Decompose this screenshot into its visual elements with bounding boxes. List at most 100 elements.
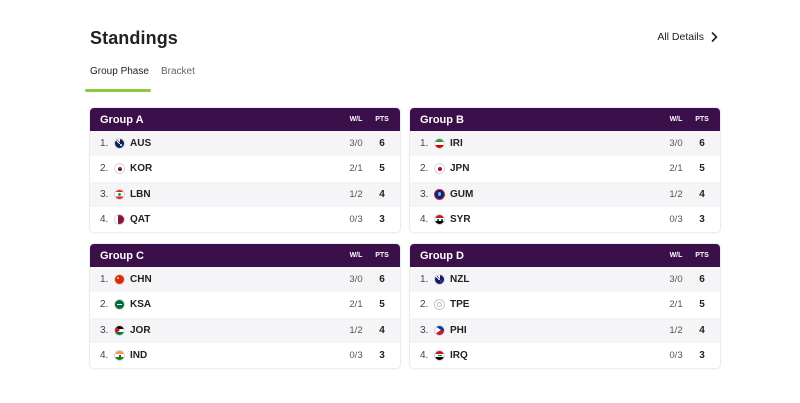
group-header: Group C W/L PTS: [90, 244, 400, 267]
points: 6: [379, 138, 385, 150]
group-name: Group C: [100, 249, 144, 262]
table-row[interactable]: 3. GUM 1/2 4: [410, 181, 720, 207]
team-name: IND: [130, 350, 148, 362]
table-row[interactable]: 3. PHI 1/2 4: [410, 317, 720, 343]
win-loss: 0/3: [669, 214, 683, 226]
wl-column-header: W/L: [669, 252, 683, 259]
points: 4: [379, 324, 385, 336]
pts-column-header: PTS: [695, 252, 709, 259]
points: 4: [379, 188, 385, 200]
table-row[interactable]: 3. JOR 1/2 4: [90, 317, 400, 343]
rank: 3.: [420, 324, 429, 336]
flag-chinese-taipei-icon: [434, 299, 445, 311]
table-row[interactable]: 1. CHN 3/0 6: [90, 267, 400, 293]
flag-iraq-icon: [434, 350, 445, 362]
rank: 4.: [100, 214, 109, 226]
table-row[interactable]: 1. NZL 3/0 6: [410, 267, 720, 293]
tab-group-phase[interactable]: Group Phase: [90, 66, 149, 77]
win-loss: 1/2: [349, 188, 363, 200]
table-row[interactable]: 2. JPN 2/1 5: [410, 156, 720, 182]
points: 4: [699, 188, 705, 200]
points: 5: [379, 299, 385, 311]
group-name: Group D: [420, 249, 464, 262]
group-c-table: Group C W/L PTS 1. CHN 3/0 6 2. KSA 2/1 …: [90, 244, 400, 369]
win-loss: 1/2: [669, 324, 683, 336]
points: 3: [379, 350, 385, 362]
win-loss: 3/0: [349, 138, 363, 150]
win-loss: 0/3: [349, 214, 363, 226]
table-row[interactable]: 2. TPE 2/1 5: [410, 292, 720, 318]
rank: 1.: [420, 138, 429, 150]
all-details-link[interactable]: All Details: [657, 31, 718, 43]
wl-column-header: W/L: [349, 116, 363, 123]
pts-column-header: PTS: [375, 116, 389, 123]
team-name: CHN: [130, 274, 152, 286]
page-title: Standings: [90, 28, 178, 48]
tab-bar: Group Phase Bracket: [90, 66, 195, 89]
wl-column-header: W/L: [669, 116, 683, 123]
table-row[interactable]: 3. LBN 1/2 4: [90, 181, 400, 207]
group-a-table: Group A W/L PTS 1. AUS 3/0 6 2. KOR 2/1 …: [90, 108, 400, 233]
table-row[interactable]: 4. SYR 0/3 3: [410, 206, 720, 233]
group-d-table: Group D W/L PTS 1. NZL 3/0 6 2. TPE 2/1 …: [410, 244, 720, 369]
win-loss: 3/0: [349, 274, 363, 286]
table-row[interactable]: 4. QAT 0/3 3: [90, 206, 400, 233]
rank: 1.: [420, 274, 429, 286]
rank: 3.: [420, 188, 429, 200]
win-loss: 2/1: [349, 299, 363, 311]
points: 3: [699, 214, 705, 226]
team-name: JPN: [450, 163, 470, 175]
rank: 3.: [100, 324, 109, 336]
table-row[interactable]: 1. IRI 3/0 6: [410, 131, 720, 157]
pts-column-header: PTS: [695, 116, 709, 123]
pts-column-header: PTS: [375, 252, 389, 259]
table-row[interactable]: 4. IRQ 0/3 3: [410, 342, 720, 369]
group-header: Group A W/L PTS: [90, 108, 400, 131]
points: 4: [699, 324, 705, 336]
rank: 2.: [420, 299, 429, 311]
team-name: IRI: [450, 138, 463, 150]
points: 3: [379, 214, 385, 226]
flag-philippines-icon: [434, 324, 445, 336]
flag-australia-icon: [114, 138, 125, 150]
win-loss: 2/1: [669, 299, 683, 311]
group-b-table: Group B W/L PTS 1. IRI 3/0 6 2. JPN 2/1 …: [410, 108, 720, 233]
points: 3: [699, 350, 705, 362]
points: 5: [699, 163, 705, 175]
flag-china-icon: [114, 274, 125, 286]
table-row[interactable]: 2. KOR 2/1 5: [90, 156, 400, 182]
flag-new-zealand-icon: [434, 274, 445, 286]
team-name: PHI: [450, 324, 467, 336]
team-name: JOR: [130, 324, 151, 336]
flag-guam-icon: [434, 188, 445, 200]
flag-lebanon-icon: [114, 188, 125, 200]
win-loss: 2/1: [349, 163, 363, 175]
group-header: Group B W/L PTS: [410, 108, 720, 131]
win-loss: 3/0: [669, 274, 683, 286]
rank: 2.: [100, 299, 109, 311]
team-name: NZL: [450, 274, 470, 286]
win-loss: 1/2: [669, 188, 683, 200]
win-loss: 0/3: [669, 350, 683, 362]
rank: 4.: [420, 350, 429, 362]
win-loss: 0/3: [349, 350, 363, 362]
rank: 1.: [100, 138, 109, 150]
points: 5: [379, 163, 385, 175]
table-row[interactable]: 4. IND 0/3 3: [90, 342, 400, 369]
group-name: Group B: [420, 113, 464, 126]
chevron-right-icon: [711, 32, 718, 42]
team-name: LBN: [130, 188, 151, 200]
win-loss: 1/2: [349, 324, 363, 336]
table-row[interactable]: 2. KSA 2/1 5: [90, 292, 400, 318]
points: 6: [379, 274, 385, 286]
flag-india-icon: [114, 350, 125, 362]
team-name: AUS: [130, 138, 152, 150]
group-name: Group A: [100, 113, 144, 126]
rank: 3.: [100, 188, 109, 200]
table-row[interactable]: 1. AUS 3/0 6: [90, 131, 400, 157]
flag-jordan-icon: [114, 324, 125, 336]
rank: 1.: [100, 274, 109, 286]
tab-bracket[interactable]: Bracket: [161, 66, 195, 77]
rank: 2.: [420, 163, 429, 175]
team-name: SYR: [450, 214, 471, 226]
